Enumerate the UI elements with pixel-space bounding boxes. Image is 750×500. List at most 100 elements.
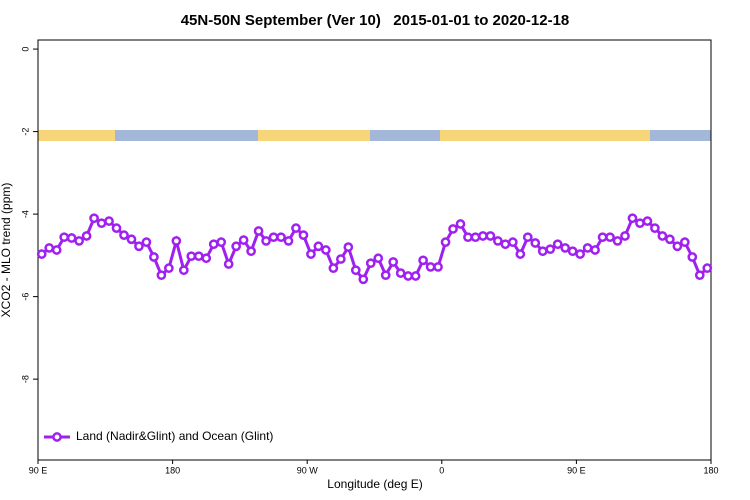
data-point <box>530 238 541 248</box>
data-point <box>515 249 526 259</box>
y-tick-label: 0 <box>20 47 30 52</box>
data-point <box>231 241 242 252</box>
data-point <box>328 263 339 274</box>
data-point <box>164 263 174 274</box>
data-point <box>694 270 705 281</box>
land-band <box>440 130 650 141</box>
data-point <box>216 237 227 248</box>
ocean-band <box>38 130 711 141</box>
data-point <box>126 234 137 245</box>
data-point <box>485 231 496 241</box>
data-point <box>246 246 256 257</box>
data-point <box>149 252 159 262</box>
data-point <box>36 249 47 259</box>
data-point <box>104 216 114 226</box>
y-tick-label: -8 <box>20 375 30 383</box>
data-point <box>74 236 84 246</box>
data-point <box>620 231 630 241</box>
data-point <box>343 242 354 252</box>
data-point <box>657 231 668 241</box>
data-point <box>440 237 451 248</box>
x-tick-label: 90 W <box>297 465 319 475</box>
data-point <box>395 268 406 278</box>
x-tick-label: 180 <box>703 465 718 475</box>
data-point <box>261 236 271 246</box>
data-point <box>171 236 182 246</box>
data-point <box>560 243 571 253</box>
data-point <box>283 236 294 246</box>
data-point <box>679 237 690 248</box>
data-point <box>642 216 653 226</box>
data-point <box>537 246 548 257</box>
data-point <box>119 230 129 240</box>
data-point <box>268 232 279 243</box>
data-point <box>470 232 481 243</box>
data-point <box>141 237 152 248</box>
data-point <box>66 233 77 243</box>
data-point <box>350 265 361 276</box>
data-point <box>365 258 376 269</box>
data-point <box>455 219 466 229</box>
data-point <box>81 231 92 241</box>
y-tick-label: -6 <box>20 293 30 301</box>
data-point <box>134 241 144 252</box>
data-point <box>59 232 70 243</box>
data-point <box>410 271 421 281</box>
land-band <box>258 130 370 141</box>
land-band <box>38 130 115 141</box>
x-axis-label: Longitude (deg E) <box>327 477 422 491</box>
data-point <box>336 254 346 264</box>
data-point <box>306 249 316 259</box>
data-point <box>627 213 638 224</box>
data-point <box>545 244 556 255</box>
data-point <box>201 253 212 264</box>
data-point <box>388 257 399 267</box>
x-tick-label: 0 <box>439 465 444 475</box>
data-point <box>373 253 384 264</box>
x-tick-label: 90 E <box>567 465 586 475</box>
data-point <box>665 234 675 245</box>
data-point <box>418 255 428 266</box>
plot-frame <box>37 39 712 461</box>
data-point <box>582 243 593 253</box>
data-point <box>96 218 107 229</box>
x-tick-label: 180 <box>165 465 180 475</box>
data-point <box>111 223 122 233</box>
data-point <box>687 252 698 262</box>
data-point <box>291 223 301 233</box>
data-point <box>193 251 204 262</box>
data-point <box>186 251 197 262</box>
data-point <box>44 243 55 253</box>
data-point <box>313 241 324 252</box>
legend-marker <box>52 432 62 442</box>
data-point <box>478 231 488 241</box>
data-point <box>463 232 473 243</box>
data-point <box>597 232 608 243</box>
data-point <box>575 249 585 259</box>
data-point <box>425 262 436 272</box>
data-point <box>51 245 62 255</box>
data-point <box>650 223 660 233</box>
data-point <box>433 262 443 272</box>
data-point <box>635 218 645 229</box>
data-point <box>500 239 511 250</box>
data-point <box>522 232 533 243</box>
legend-label: Land (Nadir&Glint) and Ocean (Glint) <box>76 429 273 443</box>
data-point <box>208 239 219 250</box>
data-point <box>448 224 458 234</box>
data-point <box>253 226 264 236</box>
data-point <box>358 274 369 285</box>
data-point <box>321 245 331 255</box>
data-point <box>156 270 167 281</box>
y-axis-label: XCO2 - MLO trend (ppm) <box>0 183 13 318</box>
data-point <box>552 239 563 250</box>
data-point <box>223 259 234 269</box>
data-point <box>507 237 518 248</box>
data-point <box>89 213 99 224</box>
data-point <box>403 271 413 281</box>
land-ocean-band <box>38 130 711 141</box>
data-point <box>298 230 309 240</box>
x-tick-label: 90 E <box>29 465 48 475</box>
data-point <box>672 241 683 252</box>
